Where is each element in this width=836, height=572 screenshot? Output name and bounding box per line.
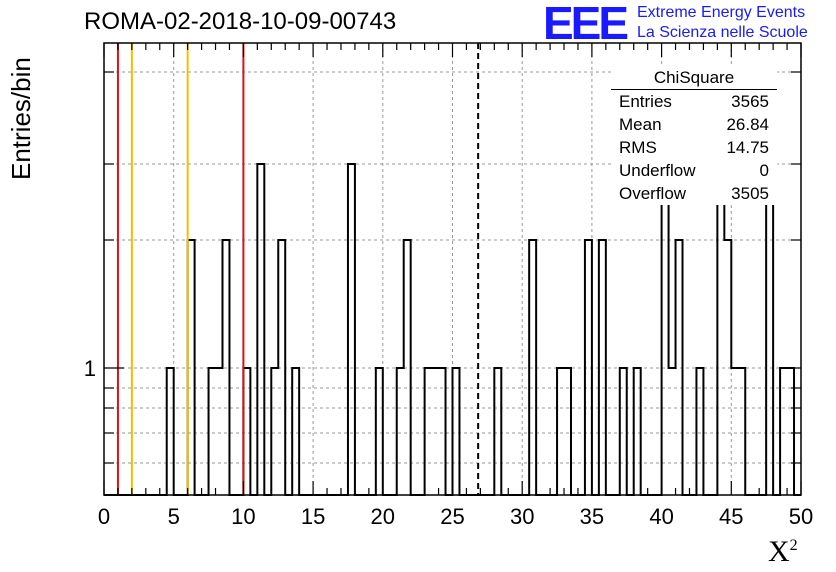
stats-value: 14.75: [726, 138, 769, 157]
stats-box: ChiSquare Entries 3565 Mean 26.84 RMS 14.75…: [611, 66, 777, 205]
x-tick-label: 40: [649, 504, 673, 529]
histogram-bin: [209, 368, 216, 495]
x-tick-label: 35: [580, 504, 604, 529]
stats-value: 26.84: [726, 115, 769, 134]
marker-lines: [116, 43, 480, 495]
stats-row: Entries 3565: [611, 90, 777, 113]
histogram-bin: [432, 368, 439, 495]
histogram-bin: [696, 368, 703, 495]
x-tick-label: 10: [231, 504, 255, 529]
stats-box-title: ChiSquare: [611, 66, 777, 90]
histogram-bin: [620, 368, 627, 495]
x-tick-label: 20: [371, 504, 395, 529]
histogram-bin: [425, 368, 432, 495]
eee-logo: EEE: [543, 0, 629, 49]
x-tick-label: 25: [440, 504, 464, 529]
histogram-bin: [717, 164, 724, 495]
histogram-bin: [766, 164, 773, 495]
histogram-bin: [585, 240, 592, 495]
stats-value: 3565: [731, 92, 769, 111]
x-tick-labels: 0 5 10 15 20 25 30 35 40 45 50 1: [84, 356, 813, 529]
histogram-bin: [222, 240, 229, 495]
histogram-bin: [676, 240, 683, 495]
histogram-bin: [278, 240, 285, 495]
histogram-bin: [188, 240, 195, 495]
stats-row: RMS 14.75: [611, 136, 777, 159]
histogram-bin: [662, 164, 669, 495]
histogram-bin: [780, 368, 787, 495]
histogram-bin: [243, 368, 250, 495]
x-axis-label-base: X: [768, 535, 790, 568]
histogram-bin: [724, 240, 731, 495]
stats-row: Underflow 0: [611, 159, 777, 182]
stats-label: Overflow: [619, 184, 687, 203]
x-axis-label: X2: [768, 535, 798, 569]
histogram-bin: [167, 368, 174, 495]
x-tick-label: 5: [168, 504, 180, 529]
stats-value: 0: [759, 161, 769, 180]
y-tick-label: 1: [84, 356, 96, 381]
stats-value: 3505: [731, 184, 769, 203]
y-axis-label: Entries/bin: [6, 57, 36, 180]
histogram-bin: [404, 240, 411, 495]
histogram-bin: [292, 368, 299, 495]
histogram-bin: [557, 368, 564, 495]
x-tick-label: 45: [719, 504, 743, 529]
logo-line-1: Extreme Energy Events: [637, 4, 806, 21]
histogram-bin: [494, 368, 501, 495]
x-tick-label: 0: [98, 504, 110, 529]
histogram-bin: [564, 368, 571, 495]
histogram-bin: [439, 368, 446, 495]
logo-line-2: La Scienza nelle Scuole: [637, 24, 808, 41]
histogram-bin: [397, 368, 404, 495]
x-tick-label: 50: [789, 504, 813, 529]
histogram-bin: [738, 368, 745, 495]
histogram-bin: [599, 240, 606, 495]
histogram-bin: [257, 164, 264, 495]
stats-row: Overflow 3505: [611, 182, 777, 205]
stats-label: Underflow: [619, 161, 696, 180]
histogram-bin: [669, 368, 676, 495]
histogram-bin: [634, 368, 641, 495]
histogram-bin: [348, 164, 355, 495]
x-axis-label-sup: 2: [789, 537, 798, 554]
histogram-bin: [529, 240, 536, 495]
x-tick-label: 30: [510, 504, 534, 529]
histogram-bin: [216, 368, 223, 495]
stats-label: RMS: [619, 138, 657, 157]
x-tick-label: 15: [301, 504, 325, 529]
histogram-bin: [787, 368, 794, 495]
stats-label: Mean: [619, 115, 662, 134]
axis-ticks: [103, 43, 802, 495]
histogram-bin: [271, 368, 278, 495]
histogram-bin: [731, 368, 738, 495]
histogram-bin: [376, 368, 383, 495]
stats-row: Mean 26.84: [611, 113, 777, 136]
stats-label: Entries: [619, 92, 672, 111]
chart-title: ROMA-02-2018-10-09-00743: [84, 8, 397, 35]
histogram-bin: [453, 368, 460, 495]
